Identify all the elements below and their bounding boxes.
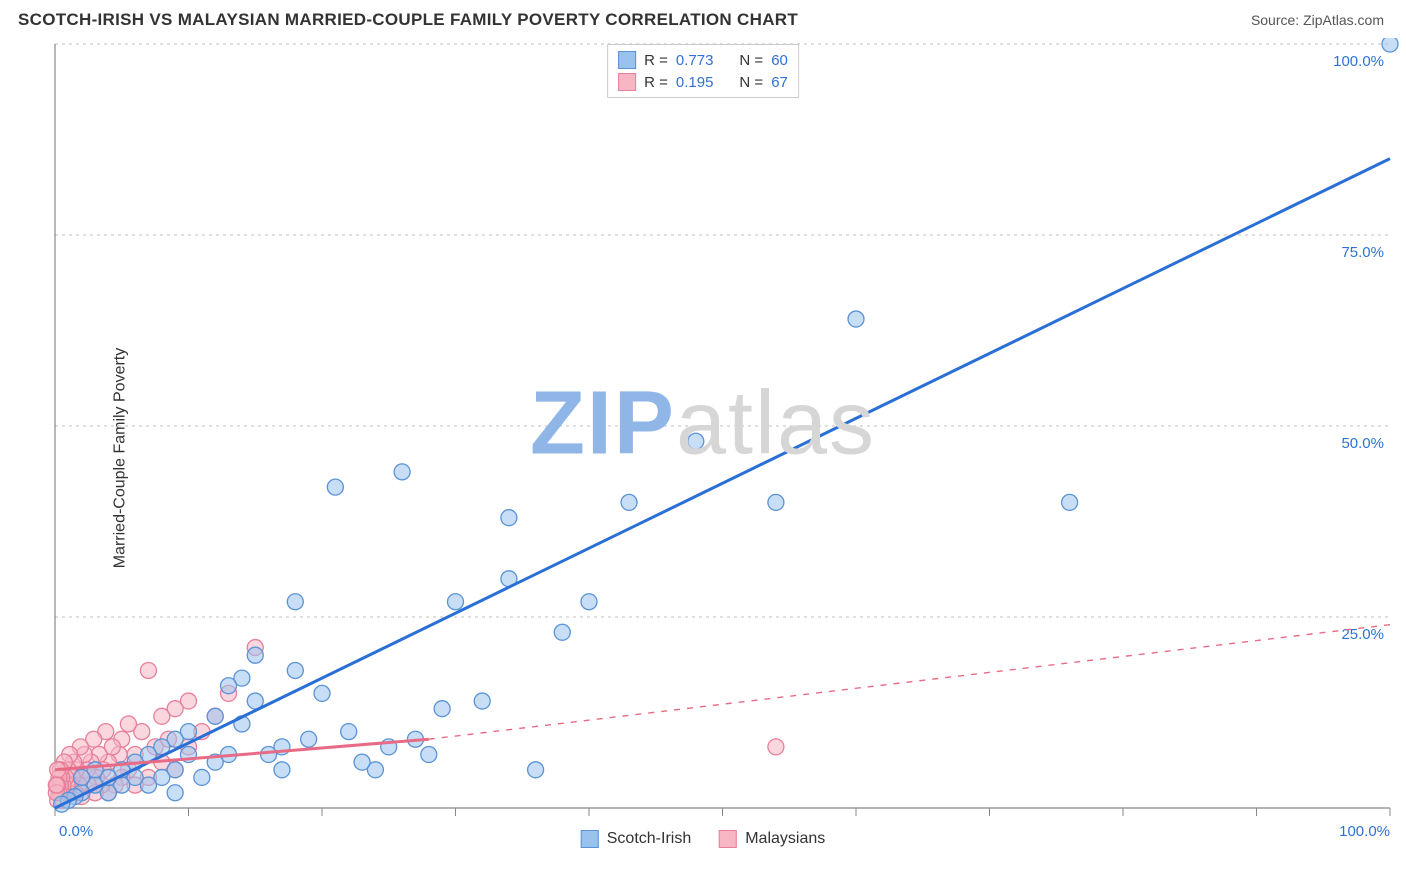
legend-item-malaysians: Malaysians xyxy=(719,830,825,848)
n-value-malaysians: 67 xyxy=(771,74,788,91)
scatter-plot: 25.0%50.0%75.0%100.0%0.0%100.0% xyxy=(0,38,1406,878)
n-value-scotch-irish: 60 xyxy=(771,52,788,69)
svg-text:100.0%: 100.0% xyxy=(1333,53,1384,70)
legend-swatch-malaysians xyxy=(618,73,636,91)
legend-swatch-malaysians xyxy=(719,830,737,848)
svg-text:50.0%: 50.0% xyxy=(1341,435,1384,452)
r-value-malaysians: 0.195 xyxy=(676,74,714,91)
correlation-legend: R = 0.773 N = 60 R = 0.195 N = 67 xyxy=(607,44,799,98)
r-value-scotch-irish: 0.773 xyxy=(676,52,714,69)
series-legend: Scotch-Irish Malaysians xyxy=(581,830,826,848)
chart-title: SCOTCH-IRISH VS MALAYSIAN MARRIED-COUPLE… xyxy=(18,10,798,30)
svg-text:0.0%: 0.0% xyxy=(59,823,93,840)
source-attribution: Source: ZipAtlas.com xyxy=(1251,12,1384,28)
legend-swatch-scotch-irish xyxy=(618,51,636,69)
n-label: N = xyxy=(739,52,763,69)
n-label: N = xyxy=(739,74,763,91)
r-label: R = xyxy=(644,74,668,91)
svg-text:75.0%: 75.0% xyxy=(1341,244,1384,261)
chart-area: Married-Couple Family Poverty ZIPatlas 2… xyxy=(0,38,1406,878)
svg-text:100.0%: 100.0% xyxy=(1339,823,1390,840)
legend-row-scotch-irish: R = 0.773 N = 60 xyxy=(618,49,788,71)
legend-label-malaysians: Malaysians xyxy=(745,830,825,848)
legend-label-scotch-irish: Scotch-Irish xyxy=(607,830,691,848)
legend-item-scotch-irish: Scotch-Irish xyxy=(581,830,691,848)
legend-swatch-scotch-irish xyxy=(581,830,599,848)
r-label: R = xyxy=(644,52,668,69)
legend-row-malaysians: R = 0.195 N = 67 xyxy=(618,71,788,93)
y-axis-label: Married-Couple Family Poverty xyxy=(111,348,129,569)
